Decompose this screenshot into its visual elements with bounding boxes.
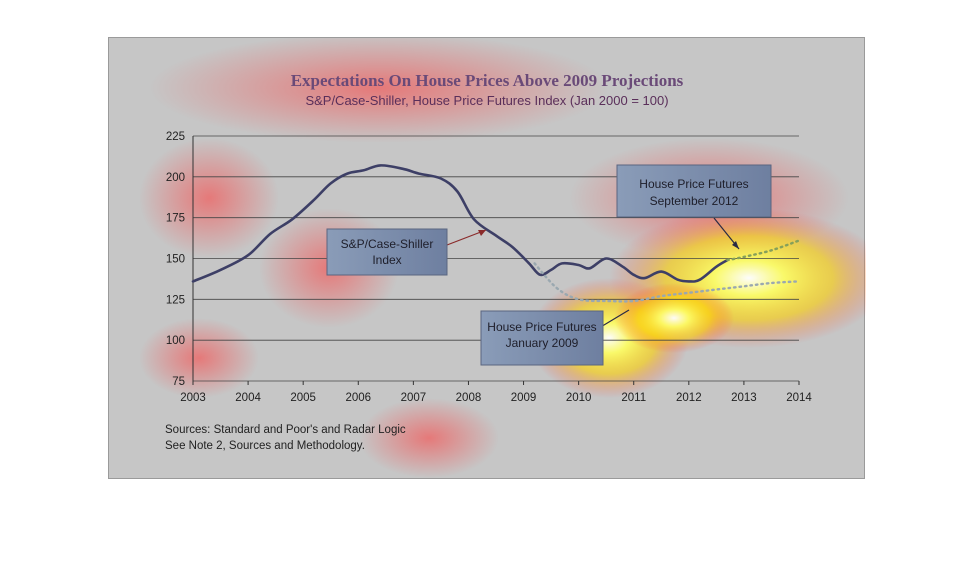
x-tick-label: 2006 bbox=[345, 392, 371, 404]
y-tick-label: 175 bbox=[166, 213, 185, 225]
x-tick-label: 2004 bbox=[235, 392, 261, 404]
annotation-futures-jan-line2: January 2009 bbox=[506, 336, 579, 350]
annotation-futures-sep-line1: House Price Futures bbox=[639, 177, 748, 191]
x-tick-label: 2011 bbox=[621, 392, 646, 404]
chart-subtitle: S&P/Case-Shiller, House Price Futures In… bbox=[305, 93, 668, 108]
x-tick-label: 2007 bbox=[401, 392, 427, 404]
annotation-case-shiller: S&P/Case-Shiller Index bbox=[326, 228, 487, 276]
x-tick-label: 2003 bbox=[180, 392, 206, 404]
y-tick-label: 150 bbox=[166, 254, 185, 266]
chart-frame: Expectations On House Prices Above 2009 … bbox=[108, 37, 866, 479]
chart-svg: Expectations On House Prices Above 2009 … bbox=[139, 38, 866, 478]
x-tick-label: 2013 bbox=[731, 392, 757, 404]
heatmap-overlay bbox=[139, 38, 866, 478]
series-line-1 bbox=[726, 239, 801, 262]
chart-title: Expectations On House Prices Above 2009 … bbox=[291, 71, 684, 90]
annotation-futures-jan-line1: House Price Futures bbox=[487, 320, 596, 334]
annotation-futures-jan-2009: House Price Futures January 2009 bbox=[480, 309, 630, 366]
series-line-0 bbox=[191, 164, 729, 283]
source-line-2: See Note 2, Sources and Methodology. bbox=[165, 440, 365, 452]
series-layer bbox=[191, 164, 801, 303]
annotation-futures-sep-2012: House Price Futures September 2012 bbox=[616, 164, 772, 250]
series-line-2 bbox=[533, 262, 801, 303]
y-tick-label: 225 bbox=[166, 131, 185, 143]
x-tick-label: 2009 bbox=[511, 392, 537, 404]
y-axis-ticks: 75 100 125 150 175 200 225 bbox=[166, 131, 185, 388]
x-tick-label: 2005 bbox=[290, 392, 316, 404]
y-tick-label: 200 bbox=[166, 172, 185, 184]
annotation-case-shiller-line2: Index bbox=[372, 253, 401, 267]
x-tick-label: 2010 bbox=[566, 392, 592, 404]
y-tick-label: 125 bbox=[166, 294, 185, 306]
x-axis-ticks: 2003 2004 2005 2006 2007 2008 2009 2010 2011 2012… bbox=[180, 381, 812, 404]
annotation-case-shiller-line1: S&P/Case-Shiller bbox=[341, 237, 434, 251]
y-tick-label: 100 bbox=[166, 335, 185, 347]
source-line-1: Sources: Standard and Poor's and Radar L… bbox=[165, 424, 406, 436]
annotation-futures-sep-line2: September 2012 bbox=[650, 194, 739, 208]
x-tick-label: 2012 bbox=[676, 392, 702, 404]
x-tick-label: 2008 bbox=[456, 392, 482, 404]
x-tick-label: 2014 bbox=[786, 392, 812, 404]
y-tick-label: 75 bbox=[172, 376, 185, 388]
